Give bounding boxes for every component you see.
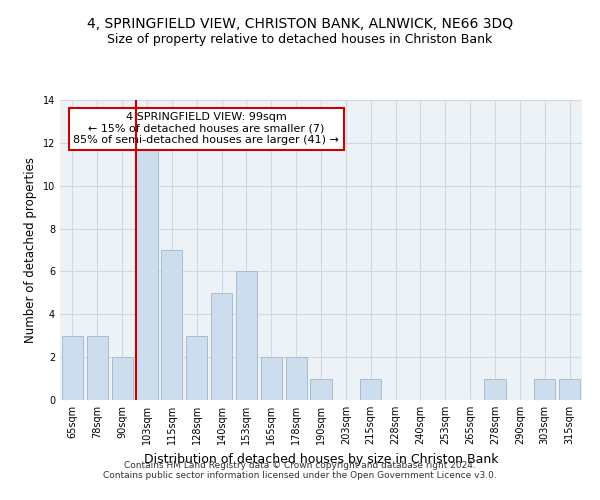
Bar [310, 378, 332, 400]
Bar [136, 143, 158, 400]
Bar [211, 293, 232, 400]
X-axis label: Distribution of detached houses by size in Christon Bank: Distribution of detached houses by size … [144, 452, 498, 466]
Bar [286, 357, 307, 400]
Text: Contains HM Land Registry data © Crown copyright and database right 2024.
Contai: Contains HM Land Registry data © Crown c… [103, 460, 497, 480]
Bar [87, 336, 108, 400]
Bar [484, 378, 506, 400]
Bar [62, 336, 83, 400]
Bar [186, 336, 207, 400]
Y-axis label: Number of detached properties: Number of detached properties [24, 157, 37, 343]
Bar [559, 378, 580, 400]
Text: 4, SPRINGFIELD VIEW, CHRISTON BANK, ALNWICK, NE66 3DQ: 4, SPRINGFIELD VIEW, CHRISTON BANK, ALNW… [87, 18, 513, 32]
Bar [112, 357, 133, 400]
Bar [360, 378, 381, 400]
Bar [261, 357, 282, 400]
Text: 4 SPRINGFIELD VIEW: 99sqm
← 15% of detached houses are smaller (7)
85% of semi-d: 4 SPRINGFIELD VIEW: 99sqm ← 15% of detac… [73, 112, 339, 145]
Bar [161, 250, 182, 400]
Text: Size of property relative to detached houses in Christon Bank: Size of property relative to detached ho… [107, 32, 493, 46]
Bar [236, 272, 257, 400]
Bar [534, 378, 555, 400]
